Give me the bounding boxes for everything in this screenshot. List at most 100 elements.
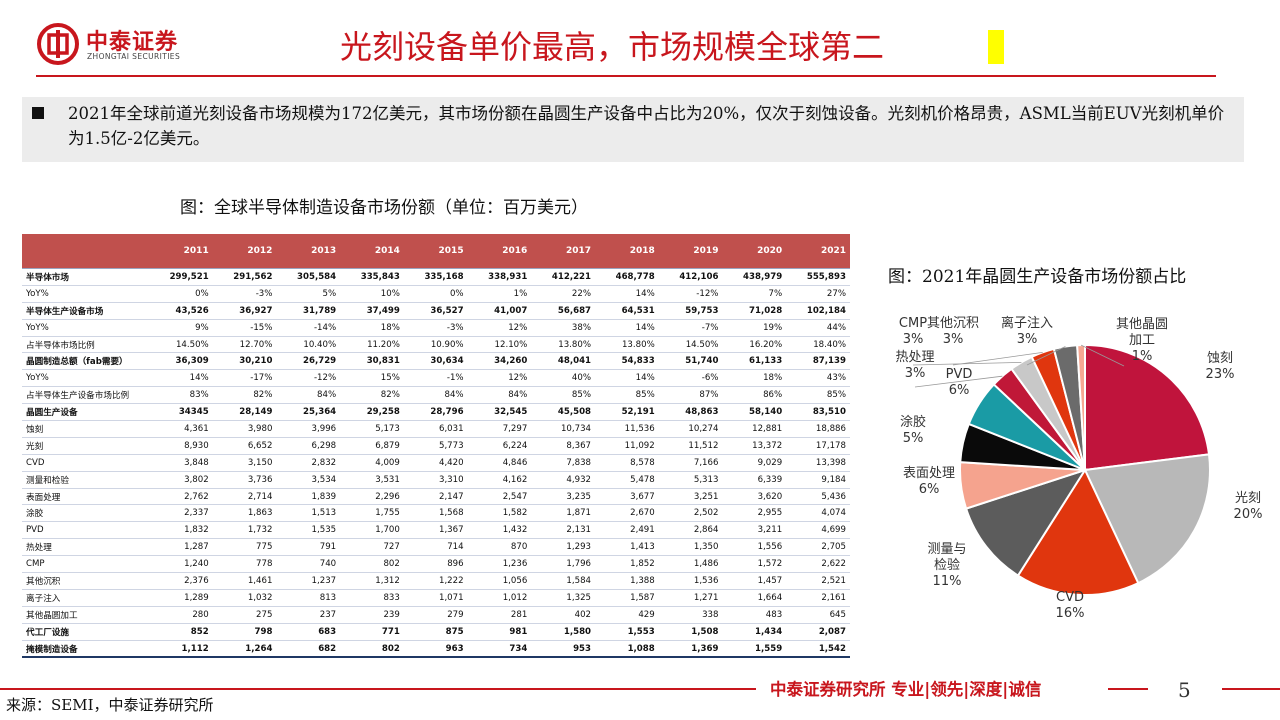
table-cell: 2,296 (340, 488, 404, 506)
table-cell: 2,714 (212, 488, 277, 506)
table-cell: 30,210 (212, 352, 277, 371)
table-cell: 682 (276, 640, 341, 659)
table-cell: 4,009 (340, 454, 404, 472)
table-cell: 85% (595, 386, 659, 405)
table-row-label: 占半导体市场比例 (22, 336, 149, 354)
table-cell: 429 (595, 606, 659, 624)
table-cell: 438,979 (722, 268, 787, 286)
table-cell: 2,131 (531, 521, 596, 540)
table-row: 占半导体生产设备市场比例 83% 82% 84% 82% 84% 84% 85% 85% 87% 8… (22, 386, 850, 405)
table-cell: 10% (340, 285, 404, 303)
table-cell: 1,587 (595, 589, 659, 607)
table-cell: 11.20% (340, 336, 404, 354)
page-title: 光刻设备单价最高，市场规模全球第二 (340, 28, 885, 66)
table-row: 晶圆生产设备 34345 28,149 25,364 29,258 28,796 32,54… (22, 403, 850, 422)
footer-divider (1222, 688, 1280, 690)
pie-leader-line (1026, 346, 1066, 366)
pie-slice (1016, 467, 1140, 596)
table-cell: 22% (531, 285, 596, 303)
table-cell: 412,221 (531, 268, 596, 286)
table-cell: 870 (467, 538, 532, 557)
table-row: 代工厂设施 852 798 683 771 875 981 1,580 1,553 1,508 1,… (22, 623, 850, 641)
table-cell: 71,028 (722, 302, 787, 320)
table-cell: 981 (467, 623, 532, 641)
table-cell: 1,580 (531, 623, 596, 641)
table-row-label: 光刻 (22, 437, 149, 455)
table-cell: 279 (403, 606, 468, 624)
table-row-label: 占半导体生产设备市场比例 (22, 386, 149, 405)
table-cell: 3,310 (403, 471, 468, 489)
table-cell: 963 (403, 640, 468, 659)
table-cell: 9,184 (786, 471, 850, 489)
brand-name-en: ZHONGTAI SECURITIES (87, 52, 181, 61)
table-cell: 12% (467, 319, 532, 337)
table-cell: 86% (722, 386, 787, 405)
table-cell: -17% (212, 369, 277, 388)
pie-slice-label: 光刻 20% (1234, 491, 1263, 522)
table-cell: 3,848 (149, 454, 213, 472)
table-row-label: CVD (22, 454, 149, 472)
table-cell: 18,886 (786, 420, 850, 438)
table-cell: 896 (403, 555, 468, 574)
table-cell: 335,843 (340, 268, 404, 286)
source-note: 来源：SEMI，中泰证券研究所 (6, 696, 214, 714)
table-cell: 87% (658, 386, 723, 405)
table-cell: 1,287 (149, 538, 213, 557)
table-row: YoY% 14% -17% -12% 15% -1% 12% 40% 14% -6% 18% 43% (22, 369, 850, 388)
table-cell: 2,864 (658, 521, 723, 540)
table-cell: 64,531 (595, 302, 659, 320)
table-cell: 4,699 (786, 521, 850, 540)
pie-slice-label: 离子注入 3% (1001, 315, 1053, 347)
table-row-label: 代工厂设施 (22, 623, 149, 641)
table-row: YoY% 0% -3% 5% 10% 0% 1% 22% 14% -12% 7% 27% (22, 285, 850, 303)
table-cell: 483 (722, 606, 787, 624)
footer-slogan: 中泰证券研究所 专业|领先|深度|诚信 (770, 680, 1042, 699)
table-cell: 953 (531, 640, 596, 659)
table-cell: 6,298 (276, 437, 341, 455)
table-cell: 8,930 (149, 437, 213, 455)
table-cell: 740 (276, 555, 341, 574)
table-cell: 1,863 (212, 504, 277, 523)
table-cell: 4,074 (786, 504, 850, 523)
table-cell: 7,166 (658, 454, 723, 472)
table-cell: 38% (531, 319, 596, 337)
equipment-market-table: 2011 2012 2013 2014 2015 2016 2017 2018 2019 2020… (22, 234, 850, 659)
table-row: 掩模制造设备 1,112 1,264 682 802 963 734 953 1,088 1,36… (22, 640, 850, 659)
table-cell: 12.10% (467, 336, 532, 354)
table-row-label: 掩模制造设备 (22, 640, 149, 659)
pie-slice (1084, 343, 1211, 472)
table-cell: 875 (403, 623, 468, 641)
table-cell: 468,778 (595, 268, 659, 286)
table-cell: 1,535 (276, 521, 341, 540)
table-cell: 1,088 (595, 640, 659, 659)
pie-slice-label: 其他沉积 3% (927, 316, 979, 347)
table-row: PVD 1,832 1,732 1,535 1,700 1,367 1,432 2,131 2,… (22, 521, 850, 540)
pie-slice-label: PVD 6% (946, 367, 973, 398)
table-row-label: YoY% (22, 319, 149, 337)
pie-leader-line (952, 352, 1043, 366)
table-cell: 6,879 (340, 437, 404, 455)
table-cell: 833 (340, 589, 404, 607)
table-cell: 1,461 (212, 572, 277, 590)
table-cell: 734 (467, 640, 532, 659)
table-cell: 335,168 (403, 268, 468, 286)
table-cell: 10.90% (403, 336, 468, 354)
table-header-year: 2017 (531, 234, 596, 269)
table-cell: 6,652 (212, 437, 277, 455)
table-cell: 802 (340, 640, 404, 659)
pie-leader-line (1080, 344, 1125, 367)
table-cell: 4,846 (467, 454, 532, 472)
table-cell: 1,271 (658, 589, 723, 607)
table-cell: 1,732 (212, 521, 277, 540)
table-cell: 281 (467, 606, 532, 624)
table-cell: 1,568 (403, 504, 468, 523)
pie-slice (1083, 453, 1211, 585)
table-cell: 13,372 (722, 437, 787, 455)
table-cell: 2,147 (403, 488, 468, 506)
table-cell: 1,240 (149, 555, 213, 574)
table-row: CVD 3,848 3,150 2,832 4,009 4,420 4,846 7,838 8,… (22, 454, 850, 472)
table-cell: 43% (786, 369, 850, 388)
table-cell: 87,139 (786, 352, 850, 371)
table-row-label: 热处理 (22, 538, 149, 557)
table-cell: -3% (212, 285, 277, 303)
